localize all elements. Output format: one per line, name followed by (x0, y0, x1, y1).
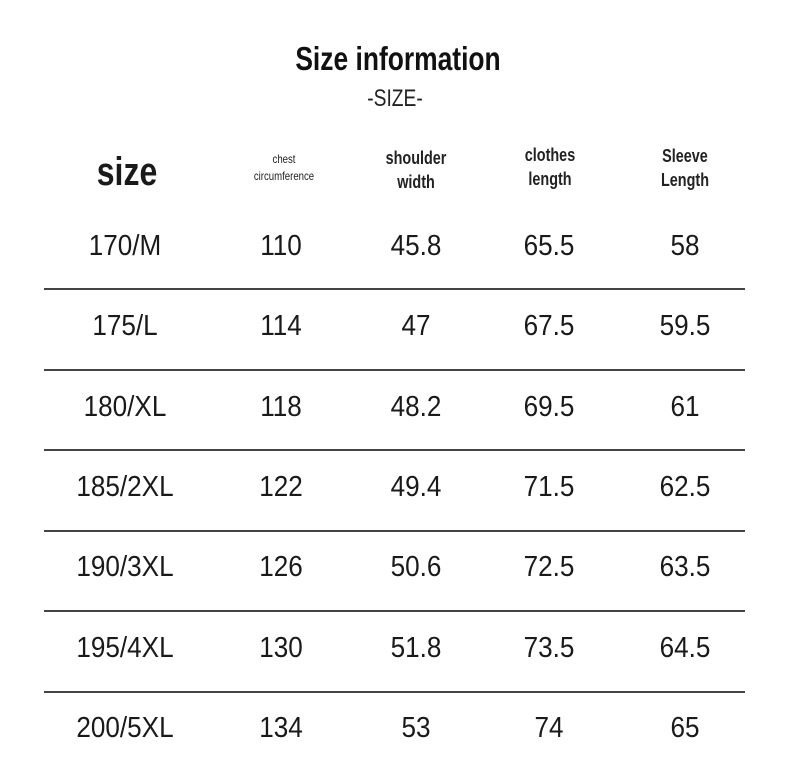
row-divider (44, 610, 745, 612)
header-line: Sleeve (662, 146, 708, 166)
table-cell: 47 (401, 310, 431, 343)
table-row: 190/3XL 126 50.6 72.5 63.5 (0, 551, 790, 631)
header-line: circumference (253, 169, 315, 183)
table-cell: 49.4 (390, 470, 442, 503)
table-cell: 50.6 (390, 551, 442, 584)
table-cell: 67.5 (523, 310, 575, 343)
table-cell: 175/L (92, 310, 158, 343)
header-clothes-length: clothes length (525, 143, 575, 191)
header-line: shoulder (385, 148, 447, 168)
chart-subtitle: -SIZE- (367, 85, 423, 112)
table-row: 170/M 110 45.8 65.5 58 (0, 230, 790, 310)
row-divider (44, 368, 745, 371)
table-cell: 71.5 (523, 470, 575, 503)
table-row: 185/2XL 122 49.4 71.5 62.5 (0, 471, 790, 551)
table-cell: 45.8 (390, 230, 442, 262)
table-cell: 122 (259, 470, 303, 503)
table-cell: 130 (259, 631, 303, 664)
table-cell: 65.5 (523, 230, 575, 262)
header-size: size (96, 150, 158, 194)
table-cell: 200/5XL (76, 711, 174, 744)
table-cell: 126 (259, 551, 303, 584)
table-cell: 195/4XL (76, 631, 174, 664)
table-cell: 63.5 (659, 551, 711, 584)
table-cell: 170/M (88, 230, 162, 262)
table-cell: 114 (260, 310, 302, 343)
table-row: 175/L 114 47 67.5 59.5 (0, 310, 790, 390)
table-cell: 185/2XL (76, 470, 174, 503)
table-row: 180/XL 118 48.2 69.5 61 (0, 391, 790, 471)
table-cell: 58 (670, 230, 700, 262)
table-cell: 180/XL (83, 390, 167, 423)
table-cell: 62.5 (659, 470, 711, 503)
table-cell: 61 (670, 390, 700, 423)
header-line: width (397, 172, 435, 192)
table-row: 200/5XL 134 53 74 65 (0, 712, 790, 757)
header-line: Length (661, 170, 709, 190)
header-line: length (528, 169, 572, 189)
table-row: 195/4XL 130 51.8 73.5 64.5 (0, 632, 790, 712)
table-cell: 190/3XL (76, 551, 174, 584)
table-cell: 72.5 (523, 551, 575, 584)
table-cell: 110 (260, 230, 302, 262)
row-divider (44, 690, 745, 693)
table-cell: 134 (259, 711, 303, 744)
header-sleeve-length: Sleeve Length (661, 144, 709, 192)
table-cell: 53 (401, 711, 431, 744)
row-divider (44, 529, 745, 532)
row-divider (44, 288, 745, 290)
chart-title: Size information (295, 40, 501, 77)
table-cell: 64.5 (659, 631, 711, 664)
table-cell: 69.5 (523, 390, 575, 423)
table-cell: 73.5 (523, 631, 575, 664)
header-line: clothes (524, 145, 576, 165)
header-chest-circumference: chest circumference (254, 151, 314, 185)
table-cell: 65 (670, 711, 700, 744)
table-cell: 51.8 (390, 631, 442, 664)
table-cell: 118 (260, 390, 302, 423)
table-cell: 48.2 (390, 390, 442, 423)
table-cell: 59.5 (659, 310, 711, 343)
header-shoulder-width: shoulder width (386, 146, 447, 194)
table-cell: 74 (534, 711, 564, 744)
header-line: chest (272, 152, 296, 166)
row-divider (44, 449, 745, 451)
